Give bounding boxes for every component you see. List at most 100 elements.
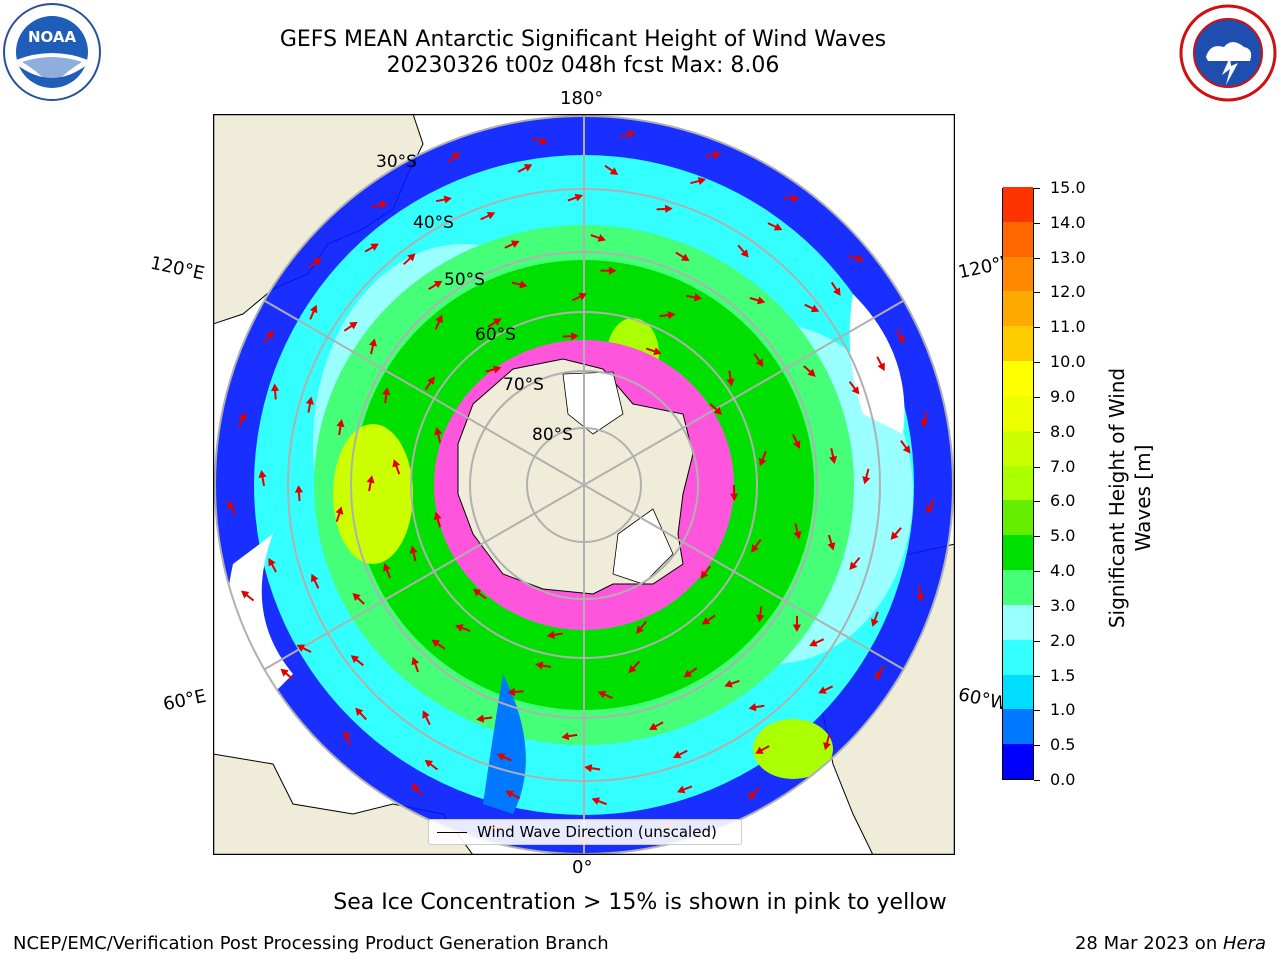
wave-direction-arrowhead bbox=[597, 234, 606, 242]
colorbar-tick-mark bbox=[1034, 710, 1040, 712]
wave-direction-arrowhead bbox=[296, 644, 306, 652]
wave-direction-arrowhead bbox=[792, 440, 801, 449]
map-subtitle: 20230326 t00z 048h fcst Max: 8.06 bbox=[386, 53, 780, 78]
wave-direction-arrowhead bbox=[311, 573, 319, 583]
wave-direction-arrowhead bbox=[427, 376, 435, 385]
colorbar-segment bbox=[1003, 674, 1033, 710]
wave-direction-arrowhead bbox=[890, 531, 899, 540]
wave-direction-arrowhead bbox=[755, 358, 764, 368]
wave-direction-arrowhead bbox=[523, 164, 533, 172]
wave-direction-arrowhead bbox=[379, 200, 388, 209]
wave-direction-arrowhead bbox=[433, 511, 442, 521]
wave-direction-arrowhead bbox=[609, 167, 619, 176]
wave-direction-arrowhead bbox=[792, 624, 801, 632]
wave-direction-arrowhead bbox=[336, 419, 345, 428]
lat-label-70s: 70°S bbox=[503, 375, 544, 395]
wave-direction-arrowhead bbox=[855, 254, 865, 263]
wave-direction-arrowhead bbox=[807, 368, 816, 377]
polar-map[interactable] bbox=[212, 113, 956, 856]
wave-direction-arrowhead bbox=[227, 500, 235, 510]
wave-direction-arrowhead bbox=[411, 656, 420, 666]
wave-direction-arrowhead bbox=[920, 419, 929, 428]
colorbar-segment bbox=[1003, 325, 1033, 362]
colorbar-tick-label: 0.0 bbox=[1050, 770, 1076, 789]
wave-direction-arrowhead bbox=[343, 730, 351, 739]
wave-direction-arrowhead bbox=[829, 455, 838, 465]
wave-direction-arrowhead bbox=[628, 664, 637, 674]
lat-label-40s: 40°S bbox=[413, 213, 454, 233]
colorbar-segment bbox=[1003, 604, 1033, 640]
wave-direction-arrowhead bbox=[902, 445, 911, 454]
wave-direction-arrowhead bbox=[755, 746, 764, 754]
wave-direction-arrowhead bbox=[740, 249, 749, 258]
wave-direction-arrowhead bbox=[433, 280, 443, 289]
wave-direction-arrowhead bbox=[683, 669, 693, 678]
lat-label-60s: 60°S bbox=[475, 325, 516, 345]
colorbar-tick-label: 13.0 bbox=[1050, 247, 1086, 267]
wave-direction-arrowhead bbox=[492, 365, 502, 374]
colorbar-tick-label: 1.5 bbox=[1050, 665, 1076, 685]
colorbar-segment bbox=[1003, 360, 1033, 396]
footer-date-text: 28 Mar 2023 on bbox=[1074, 933, 1223, 954]
wave-direction-arrowhead bbox=[926, 505, 934, 514]
wave-direction-arrowhead bbox=[507, 687, 516, 697]
wave-direction-arrowhead bbox=[451, 151, 461, 160]
colorbar-tick-label: 14.0 bbox=[1050, 212, 1086, 232]
colorbar-tick-mark bbox=[1034, 605, 1040, 607]
wave-direction-arrowhead bbox=[422, 710, 430, 719]
colorbar-segment bbox=[1003, 639, 1033, 675]
wave-direction-arrowhead bbox=[729, 493, 739, 502]
wave-direction-arrowhead bbox=[875, 671, 883, 680]
wave-direction-arrowhead bbox=[818, 686, 827, 694]
wave-direction-arrowhead bbox=[270, 383, 280, 392]
colorbar-tick-mark bbox=[1034, 362, 1040, 364]
wave-direction-arrowhead bbox=[352, 592, 361, 601]
colorbar-segment bbox=[1003, 708, 1033, 745]
wave-direction-arrowhead bbox=[862, 476, 871, 485]
wave-direction-arrowhead bbox=[350, 655, 360, 664]
colorbar-segment bbox=[1003, 499, 1033, 536]
colorbar-segment bbox=[1003, 221, 1033, 257]
colorbar-tick-mark bbox=[1034, 188, 1040, 189]
wave-direction-arrowhead bbox=[510, 240, 520, 248]
colorbar-tick-mark bbox=[1034, 571, 1040, 573]
colorbar-tick-label: 12.0 bbox=[1050, 282, 1086, 302]
noaa-logo-icon: NOAA bbox=[2, 2, 102, 102]
wave-direction-arrowhead bbox=[697, 177, 707, 185]
wave-direction-arrowhead bbox=[827, 542, 836, 551]
wave-direction-arrowhead bbox=[455, 624, 464, 632]
colorbar-tick-mark bbox=[1034, 327, 1040, 329]
colorbar-tick-label: 2.0 bbox=[1050, 630, 1076, 650]
wave-direction-arrowhead bbox=[851, 386, 860, 395]
map-legend: Wind Wave Direction (unscaled) bbox=[428, 819, 742, 845]
wave-direction-arrowhead bbox=[383, 563, 391, 572]
wave-direction-arrowhead bbox=[280, 668, 289, 677]
wave-direction-arrowhead bbox=[355, 707, 364, 717]
lon-label-180: 180° bbox=[560, 88, 604, 109]
footer-credit: NCEP/EMC/Verification Post Processing Pr… bbox=[13, 933, 609, 954]
wave-direction-arrowhead bbox=[535, 661, 544, 670]
colorbar-tick-mark bbox=[1034, 501, 1040, 503]
wave-direction-arrowhead bbox=[238, 412, 247, 421]
wave-direction-arrowhead bbox=[648, 722, 658, 730]
lat-label-80s: 80°S bbox=[532, 425, 573, 445]
colorbar-title: Significant Height of Wind Waves [m] bbox=[1105, 367, 1155, 629]
wave-direction-arrowhead bbox=[539, 137, 549, 145]
colorbar-segment bbox=[1003, 186, 1033, 222]
wave-direction-arrowhead bbox=[701, 617, 711, 625]
wave-direction-arrowhead bbox=[833, 287, 841, 296]
wave-direction-arrowhead bbox=[335, 506, 344, 515]
colorbar-segment bbox=[1003, 569, 1033, 605]
wave-direction-arrowhead bbox=[870, 618, 879, 627]
colorbar-segment bbox=[1003, 743, 1033, 779]
wave-direction-arrowhead bbox=[370, 243, 379, 251]
colorbar-segment bbox=[1003, 465, 1033, 501]
colorbar-segment bbox=[1003, 290, 1033, 327]
wave-direction-arrowhead bbox=[823, 742, 832, 751]
wave-direction-arrowhead bbox=[392, 459, 401, 468]
wave-direction-arrowhead bbox=[424, 759, 433, 768]
wave-direction-arrowhead bbox=[443, 195, 452, 204]
wave-direction-arrowhead bbox=[369, 338, 378, 347]
colorbar-tick-mark bbox=[1034, 536, 1040, 538]
wave-direction-arrowhead bbox=[486, 212, 496, 220]
